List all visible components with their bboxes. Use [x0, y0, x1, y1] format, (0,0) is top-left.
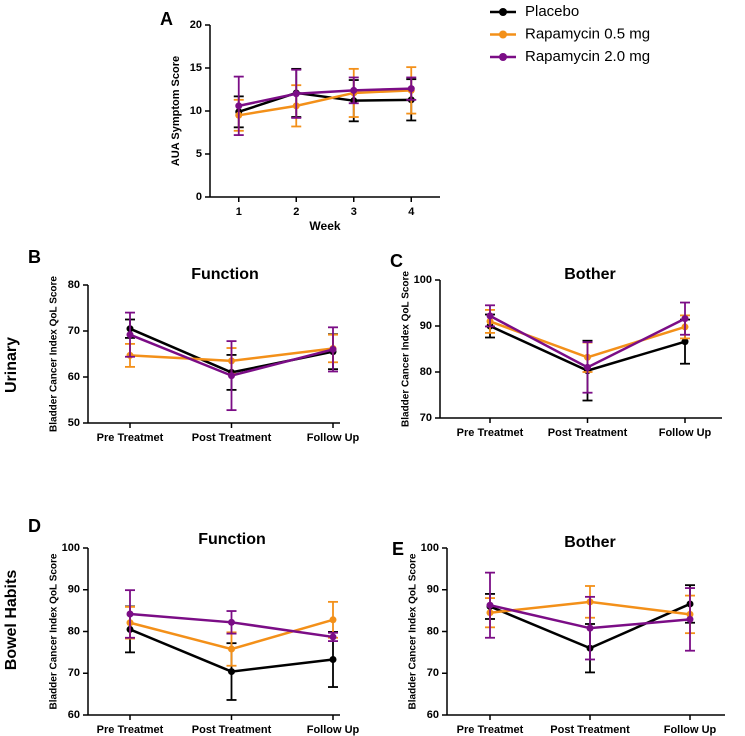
legend-marker — [499, 30, 507, 39]
panel-title: Bother — [564, 266, 616, 283]
x-tick-label: Post Treatment — [548, 427, 628, 439]
panel-label: D — [28, 516, 41, 536]
x-tick-label: Follow Up — [664, 724, 717, 736]
y-tick-label: 70 — [420, 412, 432, 424]
legend-label: Rapamycin 2.0 mg — [525, 48, 650, 65]
y-tick-label: 70 — [427, 667, 439, 679]
data-point — [350, 86, 358, 94]
series-line — [238, 87, 412, 108]
data-point — [329, 345, 337, 353]
x-tick-label: Follow Up — [307, 432, 360, 444]
y-axis-label: Bladder Cancer Index QoL Score — [408, 553, 419, 709]
data-point — [235, 102, 243, 110]
x-tick-label: Post Treatment — [192, 724, 272, 736]
x-tick-label: Follow Up — [659, 427, 712, 439]
data-point — [228, 372, 235, 380]
x-axis-label: Week — [309, 219, 340, 233]
data-point — [228, 618, 235, 626]
row-label: Urinary — [3, 337, 20, 393]
data-point — [126, 331, 134, 339]
y-tick-label: 80 — [68, 279, 80, 291]
data-point — [228, 645, 235, 653]
y-tick-label: 60 — [427, 709, 439, 721]
y-tick-label: 70 — [68, 325, 80, 337]
x-tick-label: Post Treatment — [192, 432, 272, 444]
y-axis-label: Bladder Cancer Index QoL Score — [401, 271, 412, 427]
panel-title: Function — [198, 531, 266, 548]
y-tick-label: 80 — [68, 625, 80, 637]
panel-label: E — [392, 539, 404, 559]
data-point — [329, 633, 337, 641]
data-point — [486, 312, 494, 320]
y-axis-label: AUA Symptom Score — [170, 56, 182, 166]
data-point — [292, 90, 300, 98]
y-tick-label: 90 — [68, 584, 80, 596]
x-tick-label: Pre Treatmet — [457, 724, 524, 736]
x-tick-label: 1 — [236, 206, 242, 218]
y-tick-label: 50 — [68, 417, 80, 429]
data-point — [329, 616, 337, 624]
y-tick-label: 60 — [68, 371, 80, 383]
x-tick-label: 2 — [293, 206, 299, 218]
panel-title: Function — [191, 266, 259, 283]
y-tick-label: 80 — [420, 366, 432, 378]
data-point — [681, 315, 689, 323]
y-tick-label: 70 — [68, 667, 80, 679]
y-tick-label: 100 — [414, 274, 432, 286]
data-point — [584, 363, 591, 371]
x-tick-label: 4 — [408, 206, 415, 218]
panel-title: Bother — [564, 534, 616, 551]
x-tick-label: Pre Treatmet — [457, 427, 524, 439]
data-point — [228, 668, 235, 676]
y-tick-label: 90 — [427, 584, 439, 596]
x-tick-label: Pre Treatmet — [97, 432, 164, 444]
legend-marker — [499, 53, 507, 61]
data-point — [586, 624, 594, 632]
y-tick-label: 0 — [196, 191, 202, 203]
x-tick-label: Pre Treatmet — [97, 724, 164, 736]
y-tick-label: 90 — [420, 320, 432, 332]
y-tick-label: 80 — [427, 625, 439, 637]
y-tick-label: 100 — [421, 542, 439, 554]
y-axis-label: Bladder Cancer Index QoL Score — [49, 553, 60, 709]
y-tick-label: 10 — [190, 105, 202, 117]
panel-label: C — [390, 251, 403, 271]
data-point — [486, 601, 494, 609]
legend-label: Placebo — [525, 3, 579, 20]
panel-label: A — [160, 9, 173, 29]
y-tick-label: 15 — [190, 62, 202, 74]
y-tick-label: 60 — [68, 709, 80, 721]
data-point — [329, 655, 337, 663]
data-point — [407, 85, 415, 93]
data-point — [686, 615, 694, 623]
row-label: Bowel Habits — [3, 570, 20, 671]
data-point — [681, 338, 689, 346]
x-tick-label: 3 — [351, 206, 357, 218]
x-tick-label: Post Treatment — [550, 724, 630, 736]
y-axis-label: Bladder Cancer Index QoL Score — [49, 276, 60, 432]
series-line — [238, 89, 412, 117]
legend-marker — [499, 8, 507, 16]
x-tick-label: Follow Up — [307, 724, 360, 736]
y-tick-label: 20 — [190, 19, 202, 31]
series-line — [238, 91, 412, 114]
y-tick-label: 100 — [62, 542, 80, 554]
data-point — [126, 610, 134, 618]
panel-label: B — [28, 247, 41, 267]
y-tick-label: 5 — [196, 148, 202, 160]
legend-label: Rapamycin 0.5 mg — [525, 25, 650, 42]
